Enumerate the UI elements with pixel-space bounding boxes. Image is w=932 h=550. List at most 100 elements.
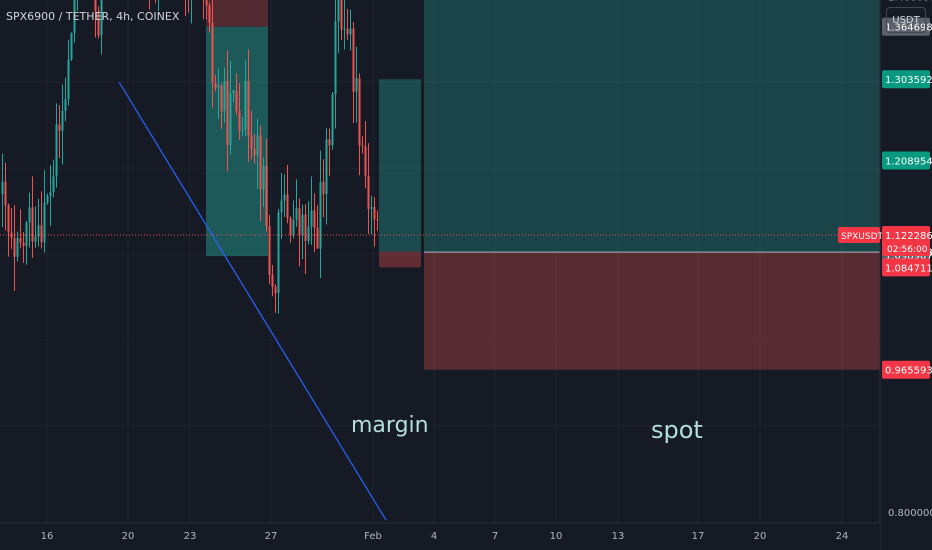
candle-body <box>373 207 376 220</box>
x-tick-label: 13 <box>612 531 625 542</box>
candle-body <box>307 226 310 242</box>
candle-body <box>217 85 220 88</box>
candle-body <box>298 208 301 235</box>
current-price-box <box>882 226 930 257</box>
candle-body <box>238 111 241 131</box>
candle-body <box>322 182 325 195</box>
price-label-box <box>882 70 930 89</box>
candle-body <box>232 90 235 94</box>
candle-body <box>256 135 259 156</box>
spot-position-target-zone[interactable] <box>424 0 880 253</box>
candle-body <box>1 181 4 195</box>
candle-body <box>271 274 274 287</box>
price-label: 1.364698 <box>885 23 932 34</box>
candle-body <box>22 242 25 246</box>
candle-body <box>55 124 58 177</box>
short-position-stop-zone[interactable] <box>206 0 268 27</box>
candle-body <box>262 165 265 190</box>
candle-body <box>97 11 100 36</box>
candle-body <box>286 194 289 218</box>
margin-position-stop-zone[interactable] <box>379 251 421 268</box>
candle-body <box>316 227 319 249</box>
candle-body <box>250 135 253 149</box>
price-label-box <box>882 360 930 379</box>
candle-body <box>73 0 76 34</box>
spot-position-stop-zone[interactable] <box>424 252 880 370</box>
x-tick-label: 24 <box>836 531 849 542</box>
x-tick-label: 20 <box>122 531 135 542</box>
symbol-title: SPX6900 / TETHER, 4h, COINEX <box>6 10 180 23</box>
x-tick-label: Feb <box>364 531 382 542</box>
candle-body <box>283 194 286 201</box>
candle-body <box>376 219 379 221</box>
candle-body <box>349 28 352 35</box>
spot-annotation: spot <box>651 416 703 444</box>
candle-body <box>265 165 268 227</box>
candle-body <box>292 220 295 235</box>
candle-body <box>235 90 238 112</box>
candle-body <box>343 28 346 30</box>
candle-body <box>280 200 283 213</box>
candle-body <box>70 33 73 60</box>
short-position-target-zone[interactable] <box>206 26 268 257</box>
candle-body <box>301 214 304 235</box>
candle-body <box>259 135 262 190</box>
candle-body <box>337 0 340 22</box>
candle-body <box>34 236 37 242</box>
x-tick-label: 20 <box>754 531 767 542</box>
candle-body <box>10 232 13 238</box>
currency-selector-button[interactable]: USDT <box>886 7 926 33</box>
x-tick-label: 16 <box>41 531 54 542</box>
candle-body <box>13 237 16 257</box>
candle-body <box>253 148 256 156</box>
price-label: 1.084711 <box>885 263 932 274</box>
x-tick-label: 23 <box>184 531 197 542</box>
candle-body <box>277 212 280 294</box>
x-tick-label: 17 <box>692 531 705 542</box>
candle-body <box>364 146 367 176</box>
candle-body <box>313 210 316 228</box>
candle-body <box>319 182 322 249</box>
candle-body <box>241 129 244 131</box>
candle-body <box>370 207 373 209</box>
candle-body <box>325 139 328 195</box>
candle-body <box>43 202 46 243</box>
candle-body <box>352 28 355 92</box>
price-label-box <box>882 258 930 277</box>
candle-body <box>229 93 232 145</box>
candle-body <box>211 22 214 84</box>
candle-body <box>46 196 49 203</box>
candle-body <box>205 0 208 6</box>
time-axis-panel <box>0 523 880 550</box>
candle-body <box>268 226 271 275</box>
countdown-label: 02:56:00 <box>887 245 928 255</box>
trendline[interactable] <box>118 81 387 521</box>
candle-body <box>214 83 217 88</box>
candle-body <box>226 80 229 145</box>
x-tick-label: 4 <box>431 531 437 542</box>
candle-body <box>289 217 292 235</box>
price-label: 1.098907 <box>885 251 932 262</box>
price-label: 1.208954 <box>885 157 932 168</box>
candle-body <box>340 0 343 30</box>
candle-body <box>37 225 40 237</box>
candle-body <box>25 222 28 246</box>
candle-body <box>52 176 55 193</box>
price-label-box <box>882 17 930 36</box>
price-label: 0.965593 <box>885 366 932 377</box>
candle-body <box>346 28 349 35</box>
y-tick-label: 0.800000 <box>888 508 932 519</box>
candle-body <box>223 80 226 112</box>
margin-position-target-zone[interactable] <box>379 79 421 252</box>
candle-body <box>361 145 364 147</box>
candle-body <box>19 238 22 243</box>
candle-body <box>331 94 334 146</box>
candle-body <box>16 238 19 257</box>
candle-body <box>7 205 10 233</box>
candle-body <box>64 99 67 111</box>
candle-body <box>334 21 337 95</box>
candle-body <box>4 181 7 206</box>
candle-body <box>40 225 43 243</box>
candle-body <box>28 207 31 223</box>
